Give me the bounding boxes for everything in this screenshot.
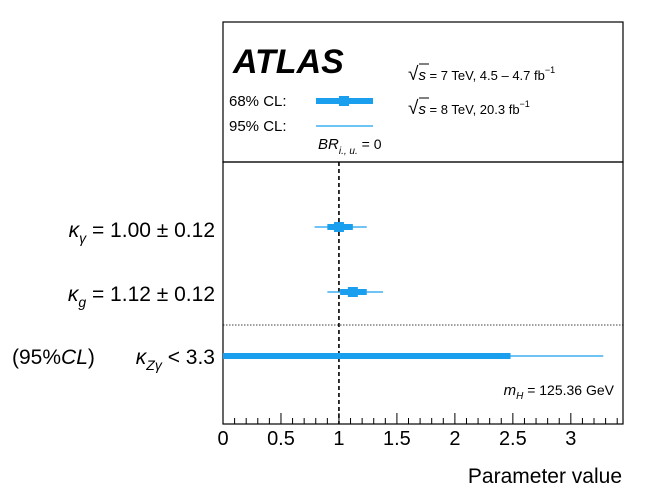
x-tick-label: 1 (333, 428, 344, 450)
row-kappa-g (327, 287, 383, 297)
atlas-logo: ATLAS (232, 43, 344, 81)
row-kappa-gamma (314, 222, 367, 232)
sqrt-symbol-8: √ (408, 98, 419, 119)
energy-7-text: = 7 TeV, 4.5 – 4.7 fb (426, 68, 545, 83)
br-rest: = 0 (358, 136, 382, 152)
x-tick-label: 0.5 (267, 428, 295, 450)
kappa-g-central (347, 287, 358, 297)
x-axis: 0 0.5 1 1.5 2 2.5 3 (217, 413, 618, 450)
s-symbol-8: s (418, 101, 426, 118)
energy-7tev-label: √s = 7 TeV, 4.5 – 4.7 fb−1 (408, 63, 555, 85)
br-label: BRi., u. = 0 (318, 136, 382, 157)
svg-text:√s = 7 TeV, 4.5 – 4.7 fb−1: √s = 7 TeV, 4.5 – 4.7 fb−1 (408, 64, 555, 85)
energy-8tev-label: √s = 8 TeV, 20.3 fb−1 (408, 97, 530, 119)
x-tick-label: 3 (565, 428, 576, 450)
legend-68-label: 68% CL: (229, 93, 287, 110)
br-main: BR (318, 136, 339, 153)
kappa-gamma-central (333, 222, 344, 232)
energy-8-text: = 8 TeV, 20.3 fb (426, 102, 520, 117)
legend-95-label: 95% CL: (229, 118, 287, 135)
x-tick-label: 2 (449, 428, 460, 450)
x-tick-label: 1.5 (383, 428, 411, 450)
s-symbol-7: s (418, 67, 426, 84)
energy-8-sup: −1 (520, 99, 530, 109)
sqrt-symbol-7: √ (408, 64, 419, 85)
legend-68-marker (339, 96, 349, 106)
label-kappa-gamma: κγ = 1.00 ± 0.12 (69, 219, 215, 246)
x-axis-label: Parameter value (468, 465, 622, 488)
svg-text:√s = 8 TeV, 20.3 fb−1: √s = 8 TeV, 20.3 fb−1 (408, 98, 530, 119)
mass-annotation: mH = 125.36 GeV (504, 382, 615, 402)
energy-7-sup: −1 (545, 65, 555, 75)
x-tick-label: 0 (217, 428, 228, 450)
x-tick-label: 2.5 (499, 428, 527, 450)
label-kappa-zgamma-prefix: (95%CL) (12, 346, 95, 369)
plot-frame (222, 161, 624, 425)
label-kappa-zgamma: κZγ < 3.3 (136, 346, 215, 373)
br-sub: i., u. (339, 146, 358, 157)
label-kappa-g: κg = 1.12 ± 0.12 (68, 283, 215, 310)
